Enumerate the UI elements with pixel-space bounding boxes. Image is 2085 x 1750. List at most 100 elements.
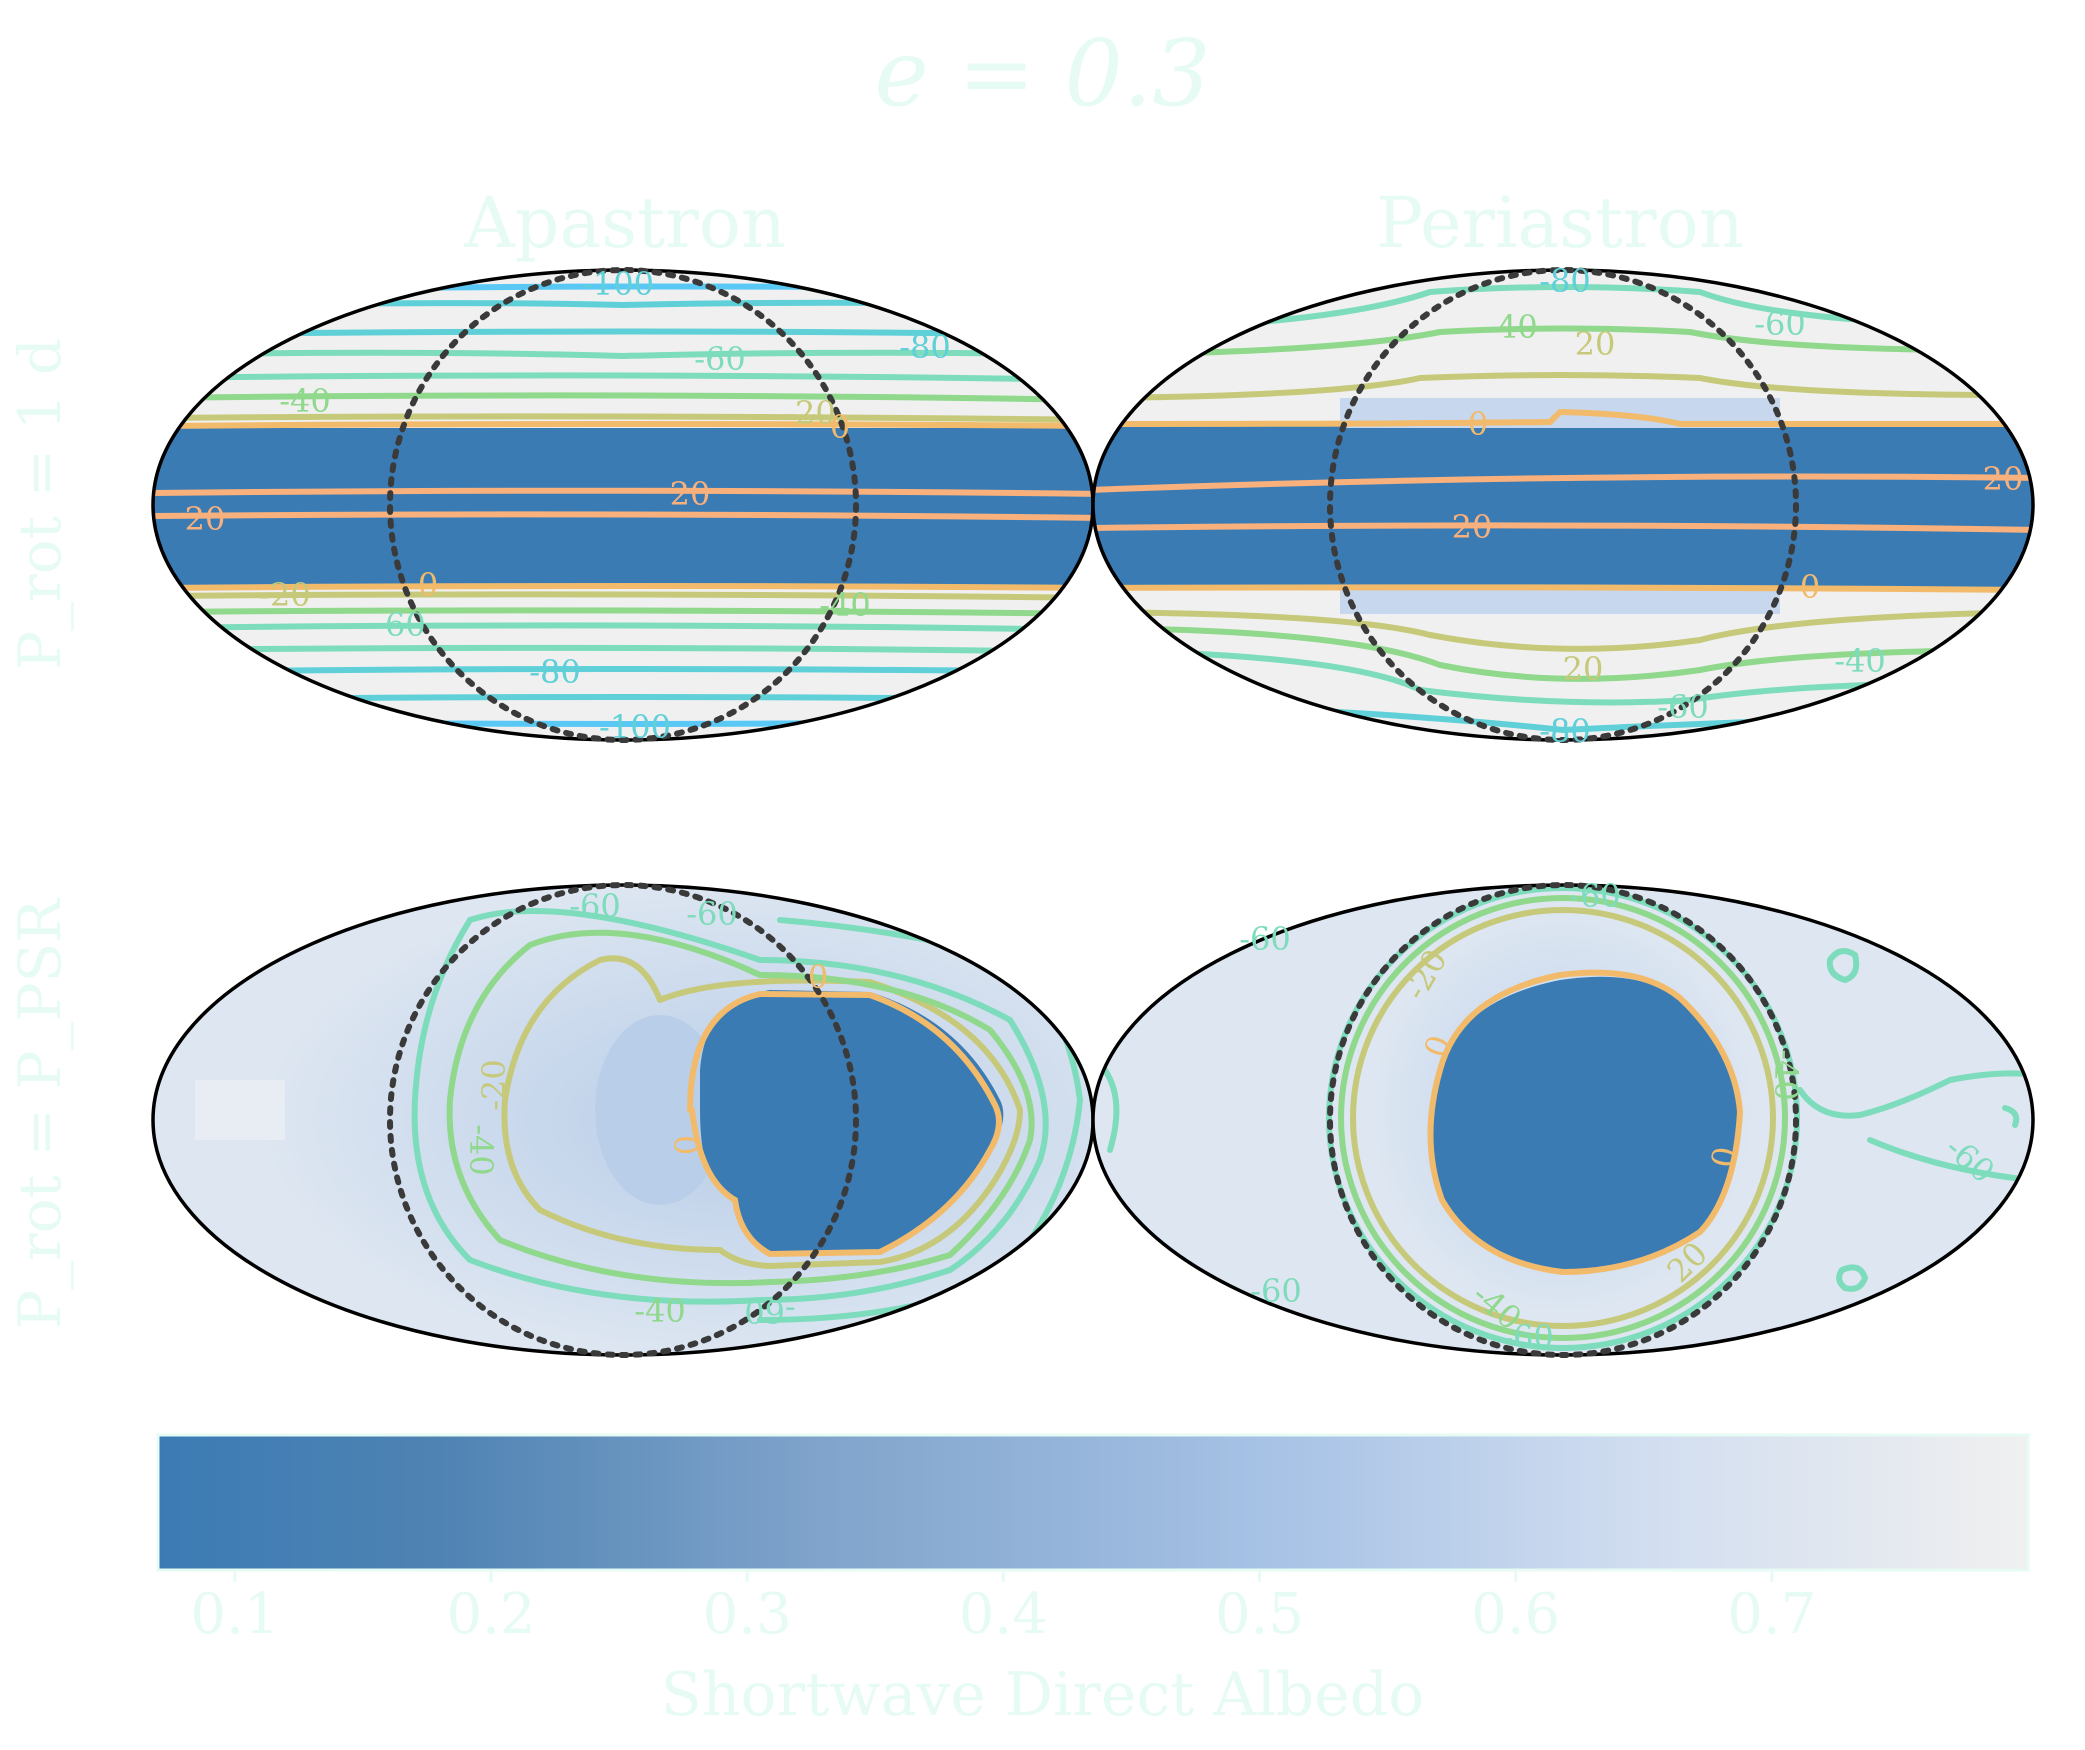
contour-line	[1093, 609, 2033, 652]
contour-label: -60	[1569, 877, 1621, 915]
colorbar-tick-label: 0.2	[446, 1582, 536, 1647]
colorbar-label: Shortwave Direct Albedo	[660, 1660, 1425, 1730]
contour-label: 20	[670, 475, 711, 513]
colorbar	[156, 1433, 2030, 1572]
melt-margin	[1340, 588, 1780, 614]
contour-line	[1338, 895, 1788, 1341]
figure-title: e = 0.3	[874, 20, 1211, 127]
panel-psr-apastron	[153, 885, 1093, 1355]
contour-label: -20	[784, 394, 836, 432]
contour-label: 20	[1452, 508, 1493, 546]
contour-line	[153, 421, 1093, 429]
contour-line	[153, 511, 1093, 521]
contour-line	[1350, 907, 1776, 1329]
colorbar-tick-label: 0.5	[1214, 1582, 1305, 1647]
contour-line	[1826, 948, 1860, 984]
dayside-circle	[1327, 267, 1799, 743]
contour-line	[1093, 584, 2033, 593]
contour-label: -60	[1239, 920, 1291, 958]
contour-label: -60	[569, 887, 621, 925]
contour-line	[153, 487, 1093, 497]
contour-line	[1102, 1067, 1120, 1153]
contour-label: -40	[1767, 1049, 1805, 1101]
contour-line	[153, 299, 1093, 311]
colorbar-tick-label: 0.1	[190, 1582, 280, 1647]
open-ocean-region	[1431, 976, 1740, 1270]
contour-label: 0	[830, 408, 850, 446]
contour-line	[501, 955, 723, 1253]
contour-line	[1867, 1137, 2033, 1183]
contour-label: -80	[529, 653, 581, 691]
ocean-band	[153, 428, 1093, 588]
contour-line	[687, 990, 1002, 1258]
contour-label: -100	[582, 265, 654, 303]
contour-label: -60	[686, 895, 738, 933]
colorbar-tick-label: 0.7	[1727, 1582, 1817, 1647]
dayside-circle	[1327, 882, 1799, 1358]
contour-label: 20	[185, 500, 226, 538]
contour-label: -20	[475, 1059, 513, 1111]
colorbar-tick-label: 0.6	[1471, 1582, 1561, 1647]
contour-line	[411, 908, 1049, 1305]
contour-label: -40	[462, 1124, 500, 1176]
panel-psr-periastron	[1093, 885, 2033, 1355]
contour-line	[1093, 408, 2033, 428]
contour-line	[1797, 1070, 2033, 1119]
contour-label: -80	[1539, 712, 1591, 750]
contour-label: -60	[1657, 688, 1709, 726]
contour-label: -60	[1754, 305, 1806, 343]
contour-label: -60	[694, 340, 746, 378]
panel-1d-apastron	[153, 270, 1093, 740]
contour-label: 20	[1563, 650, 1604, 688]
dayside-circle	[387, 882, 859, 1358]
contour-line	[153, 372, 1093, 383]
contour-line	[153, 694, 1093, 703]
contour-label: -100	[599, 708, 671, 746]
colorbar-ticks	[233, 1570, 1774, 1582]
contour-label: -40	[279, 382, 331, 420]
dayside-circle	[387, 267, 859, 743]
contour-label: -40	[634, 1292, 686, 1330]
contour-line	[1836, 1264, 1869, 1292]
colorbar-tick-label: 0.4	[958, 1582, 1048, 1647]
contour-line	[1093, 647, 2033, 706]
contour-label: -20	[259, 576, 311, 614]
contour-label: -40	[819, 586, 871, 624]
contour-line	[153, 607, 1093, 617]
column-title-periastron: Periastron	[1376, 182, 1744, 264]
contour-label: 0	[668, 1135, 706, 1155]
contour-label: 0	[808, 958, 828, 996]
contour-line	[1093, 522, 2033, 533]
colorbar-tick-label: 0.3	[702, 1582, 792, 1647]
contour-label: -60	[374, 606, 426, 644]
contour-line	[153, 591, 1093, 601]
column-title-apastron: Apastron	[464, 182, 786, 264]
contour-line	[1093, 372, 2033, 401]
contour-label: 0	[1800, 568, 1820, 606]
contour-line	[153, 392, 1093, 403]
contour-line	[153, 349, 1093, 360]
ocean-band	[1093, 425, 2033, 590]
contour-line	[1093, 325, 2033, 358]
contour-label: -60	[1502, 1318, 1554, 1356]
contour-label: 20	[1983, 460, 2024, 498]
contour-line	[1093, 473, 2033, 493]
contour-label: 20	[1575, 325, 1616, 363]
contour-line	[1427, 969, 1744, 1276]
contour-line	[153, 583, 1093, 591]
bright-patch	[195, 1080, 285, 1140]
contour-label: -40	[1834, 642, 1886, 680]
contour-line	[153, 328, 1093, 338]
contour-line	[2002, 1105, 2020, 1128]
contour-label: -40	[1486, 308, 1538, 346]
contour-line	[1093, 284, 2033, 333]
contour-line	[153, 622, 1093, 633]
panel-1d-periastron	[1093, 270, 2033, 740]
contour-line	[153, 413, 1093, 423]
contour-line	[1093, 625, 2033, 682]
contour-label: -80	[899, 328, 951, 366]
contour-label: 0	[1468, 405, 1488, 443]
contour-label: -80	[1539, 262, 1591, 300]
contour-label: -60	[1250, 1272, 1302, 1310]
